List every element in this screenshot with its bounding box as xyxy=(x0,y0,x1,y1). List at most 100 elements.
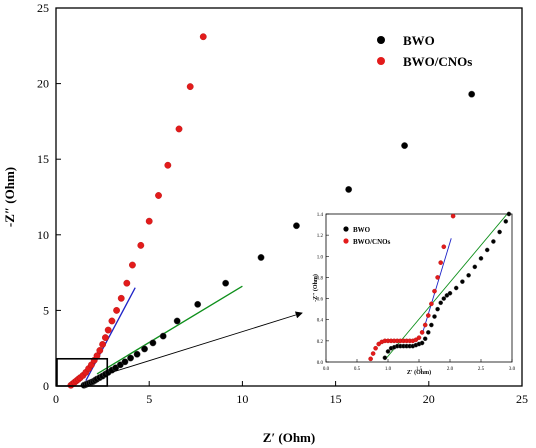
inset-x-tick-label: 3.0 xyxy=(509,367,516,372)
inset-y-tick-label: 1.4 xyxy=(317,213,324,218)
inset-y-axis-title: -Z″ (Ohm) xyxy=(312,274,319,302)
inset-point-bwo xyxy=(382,355,388,361)
main-point-bwo-cnos xyxy=(99,341,107,348)
inset-point-bwo xyxy=(460,279,465,284)
main-point-bwo-cnos xyxy=(129,261,136,269)
main-y-tick-label: 20 xyxy=(37,77,49,91)
main-point-bwo-cnos xyxy=(175,125,183,133)
main-point-bwo xyxy=(293,222,300,230)
main-fit-line-2 xyxy=(96,285,243,375)
inset-point-bwo-cnos xyxy=(416,335,422,340)
inset-point-bwo xyxy=(425,330,431,335)
inset-point-bwo-cnos xyxy=(429,301,434,307)
inset-point-bwo xyxy=(478,256,484,261)
main-point-bwo-cnos xyxy=(155,192,162,199)
inset-x-tick-label: 1.0 xyxy=(385,367,392,372)
main-point-bwo-cnos xyxy=(96,347,104,354)
inset-fit-lines xyxy=(384,211,510,361)
main-axis-ticks: 0 5 10 15 20 25 0 5 10 15 20 25 xyxy=(37,1,528,406)
main-point-bwo-cnos xyxy=(123,279,131,287)
inset-y-tick-label: 0.8 xyxy=(317,276,324,281)
legend-marker-bwo-cnos xyxy=(377,57,385,65)
inset-x-axis-title: Z′ (Ohm) xyxy=(407,369,431,376)
main-point-bwo xyxy=(141,345,148,353)
main-x-tick-label: 25 xyxy=(516,392,528,406)
inset-point-bwo xyxy=(435,306,440,312)
main-y-tick-label: 15 xyxy=(37,152,49,166)
main-point-bwo xyxy=(222,279,230,287)
inset-point-bwo xyxy=(503,219,509,224)
inset-point-bwo-cnos xyxy=(432,288,437,294)
main-point-bwo-cnos xyxy=(186,83,194,91)
main-point-bwo-cnos xyxy=(101,334,109,342)
inset-y-tick-label: 0.6 xyxy=(317,298,324,303)
main-point-bwo xyxy=(149,339,157,347)
x-axis-title: Z′ (Ohm) xyxy=(263,430,315,445)
main-legend: BWO BWO/CNOs xyxy=(377,33,472,69)
main-x-tick-label: 5 xyxy=(146,392,152,406)
zoom-region-box xyxy=(56,357,109,387)
inset-legend: BWO BWO/CNOs xyxy=(343,226,391,246)
inset-point-bwo xyxy=(506,211,512,217)
inset-y-tick-label: 0.2 xyxy=(317,340,324,345)
main-point-bwo-cnos xyxy=(117,294,125,302)
legend-label-bwo-cnos: BWO/CNOs xyxy=(403,54,472,69)
inset-point-bwo xyxy=(491,239,496,244)
inset-point-bwo xyxy=(385,349,391,354)
main-x-tick-label: 15 xyxy=(330,392,342,406)
inset-point-bwo-cnos xyxy=(438,260,444,265)
main-point-bwo-cnos xyxy=(137,241,145,249)
inset-point-bwo xyxy=(444,293,450,298)
inset-fit-line-1 xyxy=(421,238,452,335)
zoom-arrow xyxy=(107,311,303,375)
inset-point-bwo-cnos xyxy=(376,341,382,347)
inset-point-bwo xyxy=(472,264,478,270)
main-point-bwo xyxy=(133,350,141,358)
main-point-bwo-cnos xyxy=(108,317,116,325)
inset-point-bwo xyxy=(447,290,453,296)
zoom-indicator xyxy=(56,311,303,387)
inset-legend-label-bwo: BWO xyxy=(353,226,371,234)
inset-point-bwo-cnos xyxy=(425,313,431,318)
inset-legend-label-bwo-cnos: BWO/CNOs xyxy=(353,238,391,246)
inset-background xyxy=(313,208,520,375)
inset-x-tick-label: 0.0 xyxy=(323,367,330,372)
main-y-tick-label: 0 xyxy=(43,379,49,393)
inset-y-tick-label: 0.4 xyxy=(317,319,324,324)
inset-plot: 0.0 0.5 1.0 1.5 2.0 2.5 3.0 0.0 0.2 0.4 0.6 0.8 1.0 1… xyxy=(312,208,520,376)
inset-point-bwo xyxy=(432,314,437,319)
main-x-tick-label: 0 xyxy=(53,392,59,406)
inset-point-bwo xyxy=(484,247,490,253)
main-y-tick-label: 25 xyxy=(37,1,49,15)
inset-fit-line-2 xyxy=(384,211,510,361)
main-data-points xyxy=(67,33,476,389)
inset-x-tick-label: 2.0 xyxy=(447,367,454,372)
inset-point-bwo xyxy=(429,322,434,328)
main-point-bwo-cnos xyxy=(104,326,112,334)
inset-x-tick-label: 0.5 xyxy=(354,367,361,372)
main-x-tick-label: 20 xyxy=(423,392,435,406)
main-y-tick-label: 5 xyxy=(43,303,49,317)
main-x-tick-label: 10 xyxy=(236,392,248,406)
main-point-bwo xyxy=(401,142,408,149)
inset-point-bwo-cnos xyxy=(413,337,419,343)
main-point-bwo-cnos xyxy=(164,161,172,169)
main-point-bwo xyxy=(194,300,202,308)
inset-point-bwo xyxy=(419,340,425,346)
inset-y-tick-label: 1.2 xyxy=(317,234,324,239)
main-point-bwo xyxy=(121,358,129,366)
inset-point-bwo-cnos xyxy=(450,213,456,219)
inset-x-tick-label: 2.5 xyxy=(478,367,485,372)
main-plot-frame xyxy=(55,7,523,387)
inset-point-bwo xyxy=(466,273,471,278)
inset-point-bwo-cnos xyxy=(373,345,378,351)
main-point-bwo xyxy=(159,332,167,340)
inset-point-bwo xyxy=(422,336,428,342)
inset-y-tick-label: 1.0 xyxy=(317,255,324,260)
main-point-bwo xyxy=(468,90,476,98)
main-y-tick-label: 10 xyxy=(37,228,49,242)
inset-point-bwo-cnos xyxy=(441,244,447,250)
y-axis-title: -Z″ (Ohm) xyxy=(2,167,17,227)
inset-point-bwo-cnos xyxy=(422,322,428,328)
